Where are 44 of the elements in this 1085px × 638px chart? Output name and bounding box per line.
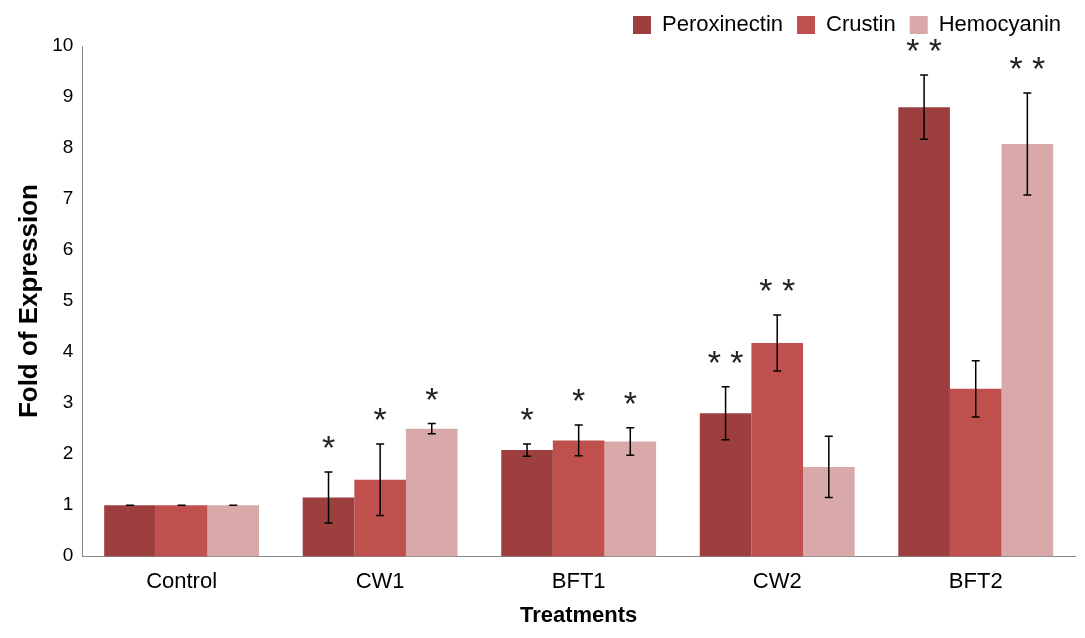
bar [354, 479, 406, 557]
x-tick-label: CW1 [355, 568, 405, 594]
y-axis-title: Fold of Expression [12, 184, 43, 419]
data-label: * * [707, 343, 744, 382]
data-label: * [321, 428, 336, 467]
legend-label: Peroxinectin [661, 11, 784, 37]
bar [104, 505, 156, 557]
y-tick-label: 4 [62, 340, 74, 362]
data-label: * [373, 400, 387, 439]
y-tick-label: 3 [62, 391, 74, 413]
bar [155, 505, 208, 557]
data-label: * * [1009, 49, 1046, 88]
legend-label: Crustin [826, 11, 896, 37]
x-tick-label: CW2 [752, 568, 802, 594]
data-label: * [623, 384, 637, 422]
bar [699, 413, 752, 557]
x-axis-title: Treatments [519, 601, 638, 627]
data-label: * [425, 379, 439, 418]
x-tick-label: BFT1 [551, 568, 606, 594]
bar [898, 107, 950, 557]
x-tick-label: BFT2 [948, 568, 1003, 594]
y-tick-label: 7 [62, 187, 74, 209]
bar [207, 505, 260, 557]
y-tick-label: 10 [52, 34, 74, 56]
bar [751, 342, 804, 557]
bar [604, 441, 657, 557]
bar [405, 428, 458, 557]
data-label: * [572, 381, 586, 420]
bar [501, 450, 553, 557]
bar [1001, 143, 1054, 557]
y-tick-label: 8 [62, 136, 74, 158]
y-tick-label: 0 [62, 544, 74, 566]
bar [803, 466, 855, 557]
y-tick-label: 2 [62, 442, 74, 464]
y-tick-label: 9 [62, 85, 74, 107]
x-tick-label: Control [146, 568, 218, 594]
bar [302, 497, 355, 557]
y-tick-label: 5 [62, 289, 74, 311]
y-tick-label: 6 [62, 238, 74, 260]
bar [949, 388, 1002, 557]
data-label: * [520, 400, 534, 439]
data-label: * * [759, 271, 796, 310]
y-tick-label: 1 [62, 493, 74, 515]
bar [552, 440, 605, 557]
